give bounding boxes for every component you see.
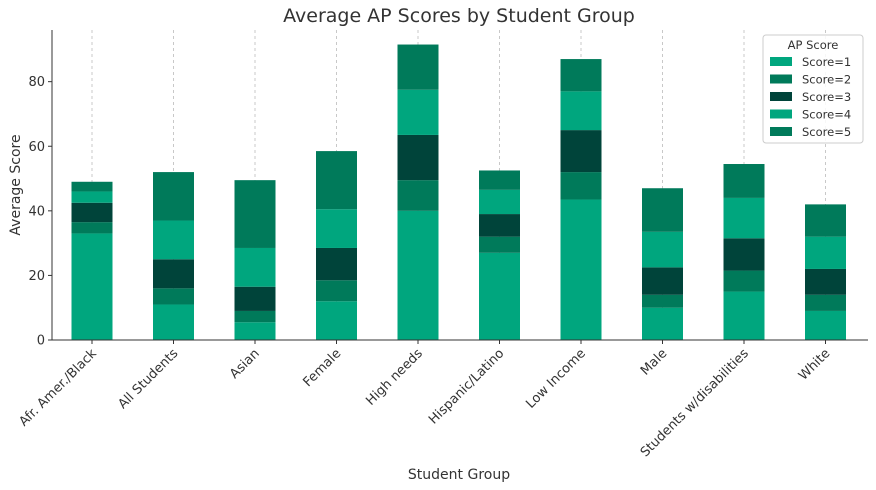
legend-label: Score=5 [802, 125, 851, 139]
bar-segment [642, 307, 683, 340]
x-tick-label: All Students [115, 346, 181, 412]
bar-segment [234, 286, 276, 311]
bar-segment [479, 252, 520, 340]
bar-segment [153, 259, 194, 289]
bar-segment [234, 247, 276, 287]
bar-segment [479, 189, 520, 215]
bar-segment [234, 180, 276, 248]
bar-segment [723, 291, 765, 340]
x-tick-label: High needs [363, 346, 426, 409]
bar-segment [234, 310, 276, 323]
y-tick-label: 0 [37, 334, 45, 349]
legend-swatch [770, 109, 792, 119]
bar-segment [316, 209, 357, 248]
bar-segment [397, 44, 439, 90]
bar-segment [805, 268, 846, 295]
bar-segment [805, 294, 846, 311]
bar-segment [723, 197, 765, 239]
x-tick-label: Female [300, 346, 344, 390]
y-tick-label: 60 [28, 140, 45, 155]
chart-title: Average AP Scores by Student Group [283, 5, 635, 27]
bar-segment [71, 202, 113, 223]
bar-segment [153, 304, 194, 340]
bar-segment [153, 172, 194, 221]
bar-segment [153, 220, 194, 260]
bar-segment [642, 267, 683, 295]
bar-segment [71, 233, 113, 340]
y-tick-label: 20 [28, 269, 45, 284]
bar-segment [316, 247, 357, 281]
x-tick-label: White [796, 346, 833, 383]
bar-segment [153, 288, 194, 305]
x-tick-label: Asian [227, 346, 263, 382]
bar-segment [479, 214, 520, 237]
bar-segment [805, 236, 846, 269]
bar-segment [316, 301, 357, 340]
bar-segment [479, 236, 520, 253]
legend-title: AP Score [788, 38, 839, 52]
x-tick-label: Male [638, 346, 670, 378]
legend: AP Score Score=1 Score=2 Score=3 Score=4 Sco… [762, 34, 864, 144]
bar-segment [560, 199, 602, 340]
legend-label: Score=3 [802, 90, 851, 104]
bar-segment [479, 170, 520, 190]
legend-swatch [770, 92, 792, 101]
bar-segment [397, 180, 439, 211]
bar-segment [642, 294, 683, 308]
y-tick-label: 80 [28, 75, 45, 90]
bar-segment [397, 210, 439, 340]
x-ticks: Afr. Amer./Black All Students Asian Female H… [17, 340, 833, 460]
bar-segment [560, 130, 602, 173]
x-tick-label: Hispanic/Latino [426, 346, 507, 427]
bar-segment [397, 89, 439, 135]
x-tick-label: Afr. Amer./Black [17, 346, 101, 430]
bar-segment [642, 231, 683, 268]
x-axis-label: Student Group [408, 467, 510, 483]
x-tick-label: Low Income [523, 346, 588, 411]
bar-segment [723, 270, 765, 292]
bars [71, 44, 846, 340]
legend-swatch [770, 127, 792, 136]
bar-segment [316, 280, 357, 302]
legend-label: Score=4 [802, 108, 851, 122]
bar-segment [723, 164, 765, 198]
bar-segment [71, 191, 113, 203]
bar-segment [560, 172, 602, 200]
legend-label: Score=2 [802, 73, 851, 87]
bar-segment [560, 59, 602, 92]
grid [91, 30, 826, 340]
y-axis-label: Average Score [8, 134, 24, 235]
bar-segment [397, 134, 439, 181]
bar-segment [71, 181, 113, 192]
bar-segment [805, 204, 846, 237]
bar-segment [805, 310, 846, 340]
bar-segment [642, 188, 683, 232]
legend-swatch [770, 57, 792, 66]
bar-segment [560, 91, 602, 131]
bar-segment [234, 322, 276, 340]
y-tick-label: 40 [28, 204, 45, 219]
legend-label: Score=1 [802, 55, 851, 69]
bar-segment [71, 222, 113, 234]
bar-segment [316, 151, 357, 210]
y-ticks: 0 20 40 60 80 [28, 75, 52, 349]
bar-segment [723, 238, 765, 271]
legend-swatch [770, 74, 792, 84]
